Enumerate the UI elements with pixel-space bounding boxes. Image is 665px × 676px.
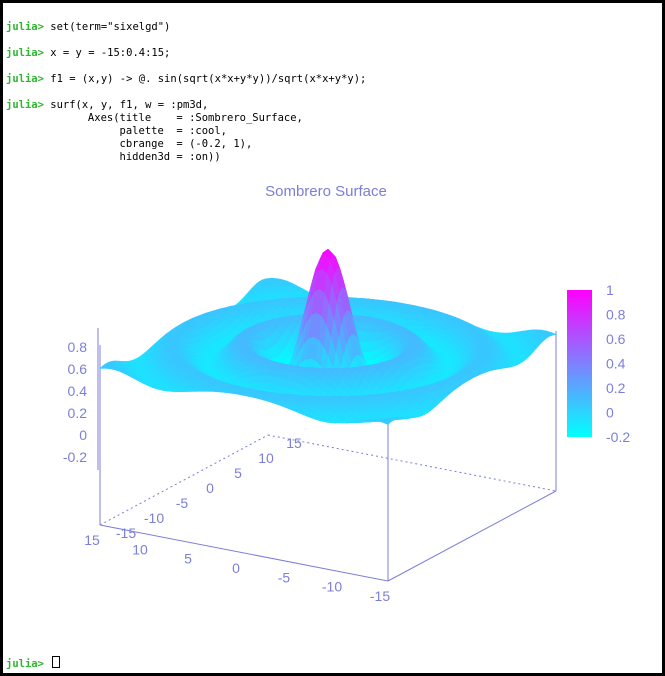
- z-tick-label: 0: [79, 427, 87, 443]
- x-tick-label: 5: [184, 551, 192, 567]
- terminal-window: julia> set(term="sixelgd") julia> x = y …: [3, 3, 662, 673]
- y-tick-label: 15: [286, 435, 302, 451]
- y-tick-label: 5: [234, 465, 242, 481]
- command-text: x = y = -15:0.4:15;: [50, 47, 171, 59]
- x-tick-label: -10: [322, 579, 342, 595]
- x-tick-label: 10: [132, 541, 148, 557]
- colorbar-tick-label: 0.8: [606, 307, 626, 323]
- command-text: surf(x, y, f1, w = :pm3d,: [50, 99, 209, 111]
- colorbar-tick-label: 0.4: [606, 356, 626, 372]
- colorbar-tick-label: -0.2: [606, 429, 630, 445]
- z-tick-label: 0.6: [68, 361, 88, 377]
- command-text: set(term="sixelgd"): [50, 21, 171, 33]
- colorbar: [567, 290, 592, 437]
- z-tick-label: 0.4: [68, 383, 88, 399]
- surface-patch: [382, 420, 392, 425]
- command-line-1: julia> set(term="sixelgd"): [6, 21, 170, 34]
- y-tick-label: -15: [116, 525, 136, 541]
- colorbar-labels: -0.2 0 0.2 0.4 0.6 0.8 1: [606, 282, 630, 445]
- x-tick-label: 15: [84, 532, 100, 548]
- active-prompt-line[interactable]: julia>: [6, 656, 61, 671]
- y-tick-label: -10: [144, 510, 164, 526]
- plot-title: Sombrero Surface: [265, 183, 387, 200]
- colorbar-tick-label: 0: [606, 405, 614, 421]
- command-continuation: palette = :cool,: [50, 125, 228, 137]
- z-tick-label: 0.2: [68, 405, 88, 421]
- command-continuation: hidden3d = :on)): [50, 151, 221, 163]
- z-tick-label: 0.8: [68, 339, 88, 355]
- y-tick-label: 0: [206, 480, 214, 496]
- command-line-4: julia> surf(x, y, f1, w = :pm3d,: [6, 99, 208, 112]
- prompt: julia>: [6, 47, 44, 59]
- x-tick-label: -5: [278, 569, 291, 585]
- prompt: julia>: [6, 73, 44, 85]
- tick-labels: -15 -10 -5 0 5 10 15 -15 -10 -5 0 5 10 15 -0.2 0 0.2 0.4 0…: [63, 339, 390, 604]
- z-tick-label: -0.2: [63, 449, 87, 465]
- colorbar-tick-label: 0.2: [606, 380, 626, 396]
- x-tick-label: 0: [232, 560, 240, 576]
- colorbar-tick-label: 0.6: [606, 331, 626, 347]
- command-line-3: julia> f1 = (x,y) -> @. sin(sqrt(x*x+y*y…: [6, 73, 366, 86]
- y-tick-label: -5: [176, 495, 189, 511]
- y-tick-label: 10: [258, 450, 274, 466]
- axis-box: [97, 326, 557, 582]
- command-line-2: julia> x = y = -15:0.4:15;: [6, 47, 170, 60]
- prompt: julia>: [6, 99, 44, 111]
- text-cursor: [52, 656, 61, 668]
- command-continuation: cbrange = (-0.2, 1),: [50, 138, 253, 150]
- surface-mesh: [99, 248, 558, 425]
- prompt: julia>: [6, 21, 44, 33]
- x-tick-label: -15: [370, 588, 390, 604]
- colorbar-tick-label: 1: [606, 282, 614, 298]
- prompt: julia>: [6, 658, 44, 670]
- axis-base-edge: [387, 490, 557, 582]
- command-text: f1 = (x,y) -> @. sin(sqrt(x*x+y*y))/sqrt…: [50, 73, 367, 85]
- command-continuation: Axes(title = :Sombrero_Surface,: [50, 112, 303, 124]
- axis-base-edge: [99, 524, 389, 582]
- axis-base-edge: [99, 434, 269, 526]
- axis-base-edge: [267, 434, 557, 492]
